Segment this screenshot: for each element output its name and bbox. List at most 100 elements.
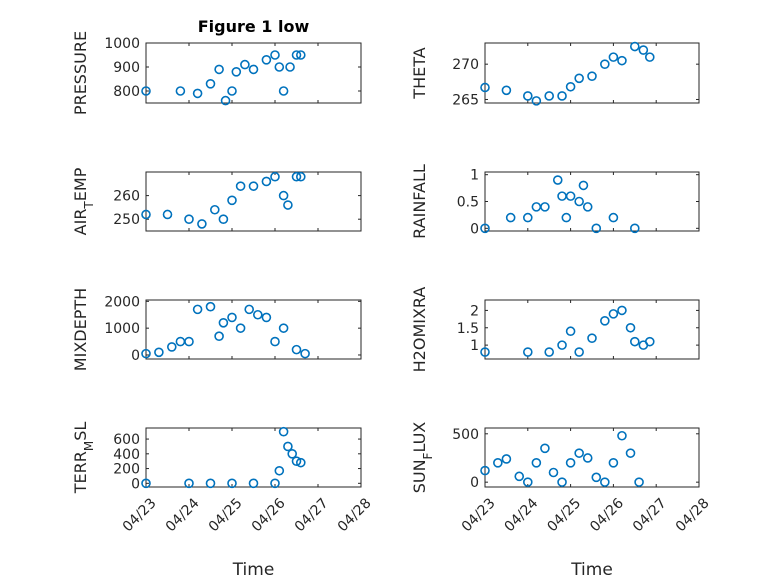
x-axis-label: Time xyxy=(232,560,275,580)
data-point xyxy=(184,214,194,224)
data-point xyxy=(291,344,302,355)
x-tick-label: 04/28 xyxy=(335,495,375,535)
data-point xyxy=(274,465,285,476)
data-point xyxy=(480,223,490,234)
data-point xyxy=(561,212,572,223)
x-tick-label: 04/26 xyxy=(587,495,627,535)
subplot-sun_flux: 04/23 04/24 04/25 04/26 04/27 04/28 0 500 SUNFLU… xyxy=(410,422,713,580)
y-axis-label: RAINFALL xyxy=(410,164,429,239)
x-tick-label: 04/25 xyxy=(544,495,584,535)
y-axis-label: H2OMIXRA xyxy=(410,287,429,373)
y-tick-label: 0 xyxy=(131,348,140,364)
series-points xyxy=(480,175,640,234)
data-point xyxy=(218,214,229,224)
y-tick-label: 1000 xyxy=(104,321,140,337)
data-point xyxy=(574,448,584,458)
data-point xyxy=(278,323,289,333)
x-tick-label: 04/25 xyxy=(206,495,246,535)
data-point xyxy=(244,304,254,315)
y-axis-label: PRESSURE xyxy=(71,31,90,115)
y-tick-label: 600 xyxy=(113,432,140,448)
data-point xyxy=(285,62,295,72)
data-point xyxy=(625,322,636,333)
subplot-air_temp: 250 260 AIRTEMP xyxy=(71,167,362,235)
data-point xyxy=(578,180,589,191)
data-point xyxy=(270,478,280,489)
data-point xyxy=(574,196,584,207)
data-point xyxy=(283,441,293,452)
x-tick-label: 04/28 xyxy=(673,495,713,535)
data-point xyxy=(617,430,627,441)
series-points xyxy=(141,171,306,229)
data-point xyxy=(574,347,584,357)
data-point xyxy=(141,86,151,96)
data-point xyxy=(184,478,194,489)
data-point xyxy=(205,478,216,489)
x-tick-label: 04/23 xyxy=(459,495,499,535)
data-point xyxy=(291,171,302,182)
data-point xyxy=(522,212,533,223)
data-point xyxy=(557,340,567,350)
data-point xyxy=(591,472,602,483)
data-point xyxy=(261,312,272,323)
data-point xyxy=(270,50,280,60)
data-point xyxy=(514,471,525,482)
data-point xyxy=(295,457,306,468)
data-point xyxy=(480,347,490,357)
data-point xyxy=(600,59,610,69)
y-tick-label: 0 xyxy=(470,221,479,237)
y-tick-label: 250 xyxy=(113,212,140,228)
data-point xyxy=(197,219,207,229)
data-point xyxy=(248,181,259,191)
data-point xyxy=(278,190,289,201)
data-point xyxy=(252,309,263,320)
data-point xyxy=(184,336,194,347)
data-point xyxy=(214,64,224,75)
y-axis-label: MIXDEPTH xyxy=(71,288,90,371)
y-tick-label: 1 xyxy=(470,338,479,354)
data-point xyxy=(235,323,246,333)
data-point xyxy=(565,81,576,92)
data-point xyxy=(522,347,533,357)
data-point xyxy=(227,195,237,206)
subplot-rainfall: 0 0.5 1 RAINFALL xyxy=(410,164,700,239)
y-tick-label: 1000 xyxy=(104,36,140,52)
series-points xyxy=(141,50,306,106)
subplot-terr_msl: 04/23 04/24 04/25 04/26 04/27 04/28 0200400600… xyxy=(71,422,375,580)
data-point xyxy=(629,336,640,347)
data-point xyxy=(531,96,542,106)
data-point xyxy=(608,52,619,62)
data-point xyxy=(557,477,567,487)
y-axis-label: SUNFLUX xyxy=(410,422,435,494)
y-tick-label: 2000 xyxy=(104,294,140,310)
data-point xyxy=(287,449,298,459)
x-tick-label: 04/23 xyxy=(120,495,160,535)
data-point xyxy=(493,458,503,468)
y-axis-label: AIRTEMP xyxy=(71,167,96,235)
y-tick-label: 270 xyxy=(452,57,479,73)
data-point xyxy=(644,336,655,347)
data-point xyxy=(644,52,655,62)
data-point xyxy=(587,71,597,81)
chart-title: Figure 1 low xyxy=(198,17,310,36)
axes-frame xyxy=(145,427,362,488)
data-point xyxy=(154,347,164,358)
data-point xyxy=(210,204,220,215)
data-point xyxy=(270,336,280,347)
y-tick-label: 200 xyxy=(113,462,140,478)
data-point xyxy=(220,95,231,106)
data-point xyxy=(278,426,289,437)
y-tick-label: 800 xyxy=(113,84,140,100)
x-tick-label: 04/26 xyxy=(249,495,289,535)
data-point xyxy=(608,458,619,468)
y-tick-label: 2 xyxy=(470,303,479,319)
y-tick-label: 900 xyxy=(113,60,140,76)
y-axis-label: THETA xyxy=(410,47,429,99)
data-point xyxy=(574,73,584,84)
data-point xyxy=(300,348,310,359)
y-tick-label: 1.5 xyxy=(457,321,479,337)
data-point xyxy=(638,45,649,55)
data-point xyxy=(175,86,186,96)
data-point xyxy=(192,304,203,315)
